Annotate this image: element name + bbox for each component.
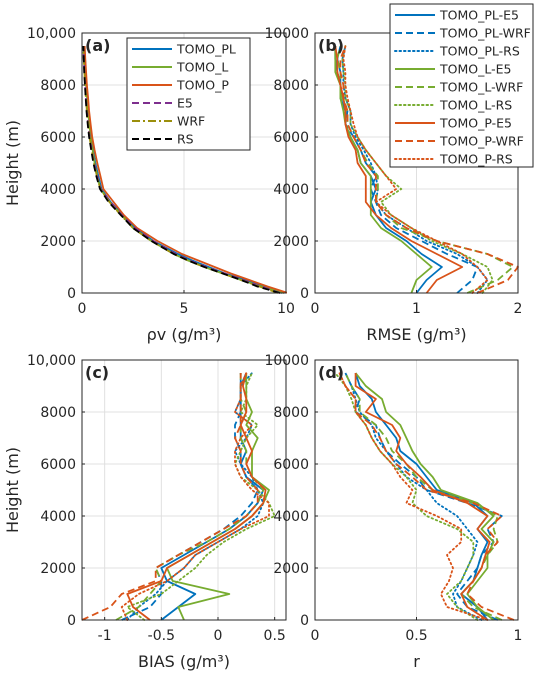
x-tick-label: 1: [412, 301, 421, 317]
legend-entry: TOMO_P: [176, 78, 229, 93]
x-tick-label: 0: [214, 628, 223, 644]
series-line-tomo-p-rs: [120, 372, 270, 621]
y-tick-label: 2000: [40, 234, 76, 250]
series-line-tomo-p-rs: [338, 372, 489, 621]
x-tick-label: -0.5: [148, 628, 175, 644]
legend-entry: TOMO_P-RS: [439, 152, 513, 167]
legend-entry: RS: [177, 132, 194, 147]
legend-entry: WRF: [177, 114, 205, 129]
y-tick-label: 4000: [40, 509, 76, 525]
y-tick-label: 6000: [273, 457, 309, 473]
y-tick-label: 0: [67, 286, 76, 302]
y-tick-label: 8000: [40, 405, 76, 421]
x-tick-label: 5: [180, 301, 189, 317]
panel-label: (b): [318, 36, 344, 55]
plot-area: [82, 360, 286, 620]
panel-4: 0 0.5 1 0 2000 4000 6000 8000 10000 (d) r: [264, 353, 522, 671]
y-axis-label: Height (m): [3, 447, 22, 533]
x-tick-label: 1: [514, 628, 523, 644]
legend-box: [389, 3, 534, 168]
y-tick-label: 2000: [273, 234, 309, 250]
y-axis-label: Height (m): [3, 120, 22, 206]
legend-box: [126, 37, 251, 151]
series-line-tomo-p-wrf: [81, 373, 259, 621]
x-tick-label: 2: [514, 301, 523, 317]
x-axis-label: ρv (g/m³): [147, 325, 222, 344]
y-tick-label: 2000: [40, 561, 76, 577]
y-tick-label: 4000: [40, 182, 76, 198]
legend: TOMO_PL-E5 TOMO_PL-WRF TOMO_PL-RS TOMO_L-E5…: [389, 3, 534, 168]
panel-3: -1 -0.5 0 0.5 0 2000 4000 6000 8000 10,000 (c) BIAS…: [3, 353, 287, 671]
panel-label: (d): [318, 363, 344, 382]
series-line-tomo-pl-wrf: [336, 45, 479, 294]
series-line-tomo-p-e5: [126, 372, 267, 621]
x-axis-label: r: [413, 652, 420, 671]
legend-entry: TOMO_L: [176, 60, 228, 75]
x-tick-label: 0.5: [405, 628, 427, 644]
axes-frame: [81, 359, 287, 621]
legend-entry: TOMO_L-WRF: [439, 80, 523, 95]
series-line-tomo-p-wrf: [339, 45, 519, 294]
y-tick-label: 10000: [264, 353, 309, 369]
series-line-tomo-l-rs: [126, 372, 276, 621]
legend-entry: TOMO_PL-WRF: [439, 26, 531, 41]
series-group: [81, 372, 276, 621]
y-tick-label: 0: [300, 286, 309, 302]
y-tick-label: 8000: [273, 78, 309, 94]
y-tick-label: 0: [300, 613, 309, 629]
series-line-tomo-p-e5: [334, 45, 464, 294]
y-tick-label: 8000: [40, 78, 76, 94]
legend: TOMO_PL TOMO_L TOMO_P E5 WRF RS: [126, 37, 251, 151]
series-line-tomo-l-e5: [166, 373, 270, 621]
y-tick-label: 6000: [40, 457, 76, 473]
x-tick-label: -1: [98, 628, 112, 644]
legend-entry: TOMO_L-E5: [439, 62, 511, 77]
y-tick-label: 10000: [264, 26, 309, 42]
panel-label: (c): [85, 363, 109, 382]
legend-entry: TOMO_PL-RS: [439, 44, 520, 59]
legend-entry: TOMO_L-RS: [439, 98, 512, 113]
x-tick-label: 0: [78, 301, 87, 317]
x-axis-label: RMSE (g/m³): [366, 325, 466, 344]
series-line-tomo-p-rs: [342, 45, 489, 294]
y-tick-label: 10,000: [27, 353, 76, 369]
legend-entry: TOMO_P-E5: [439, 116, 512, 131]
y-tick-label: 0: [67, 613, 76, 629]
y-tick-label: 10,000: [27, 26, 76, 42]
x-tick-label: 0.5: [264, 628, 286, 644]
series-line-tomo-l-e5: [354, 372, 495, 621]
x-tick-label: 0: [311, 301, 320, 317]
legend-entry: TOMO_PL-E5: [439, 8, 519, 23]
series-line-rs: [82, 45, 281, 294]
legend-entry: TOMO_P-WRF: [439, 134, 524, 149]
y-tick-label: 6000: [273, 130, 309, 146]
series-line-tomo-pl-wrf: [121, 373, 259, 621]
legend-entry: E5: [177, 96, 193, 111]
y-tick-label: 6000: [40, 130, 76, 146]
series-group: [82, 45, 287, 294]
panel-1: 0 5 10 0 2000 4000 6000 8000 10,000 (a) ρv (g/m³) H…: [3, 26, 295, 344]
y-tick-label: 4000: [273, 182, 309, 198]
series-group: [334, 45, 519, 294]
x-tick-label: 10: [277, 301, 295, 317]
series-line-tomo-p: [83, 45, 287, 294]
y-tick-label: 8000: [273, 405, 309, 421]
panel-2: 0 1 2 0 2000 4000 6000 8000 10000 (b) RMSE (g/m³) T…: [264, 3, 534, 344]
y-tick-label: 4000: [273, 509, 309, 525]
y-tick-label: 2000: [273, 561, 309, 577]
panel-label: (a): [85, 36, 110, 55]
series-group: [334, 372, 515, 621]
x-tick-label: 0: [311, 628, 320, 644]
x-axis-label: BIAS (g/m³): [138, 652, 230, 671]
legend-entry: TOMO_PL: [176, 42, 236, 57]
